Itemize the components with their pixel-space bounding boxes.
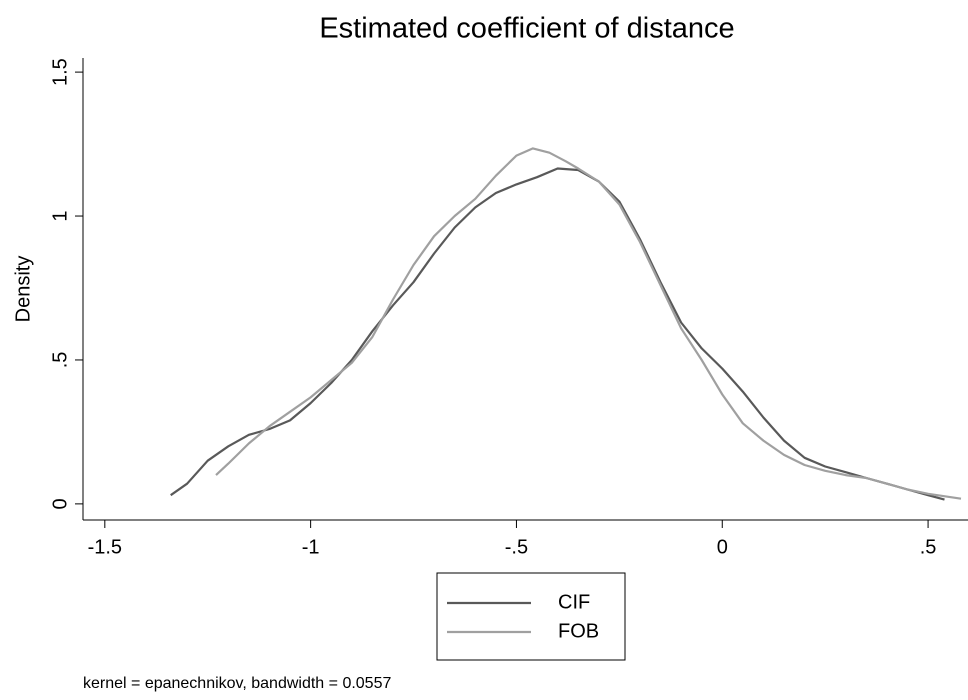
legend-label: CIF: [558, 591, 590, 613]
x-tick-label: -1.5: [88, 536, 122, 558]
legend-box: [436, 572, 626, 661]
legend-label: FOB: [558, 620, 599, 642]
y-tick-label: 1: [49, 210, 71, 221]
line-series: [215, 147, 962, 500]
y-tick-label: 0: [49, 498, 71, 509]
y-tick-label: .5: [49, 352, 71, 369]
x-tick-label: .5: [920, 536, 937, 558]
x-tick-label: -1: [302, 536, 320, 558]
x-tick-label: 0: [717, 536, 728, 558]
note: kernel = epanechnikov, bandwidth = 0.055…: [83, 675, 391, 692]
x-tick-label: -.5: [505, 536, 528, 558]
y-tick-label: 1.5: [49, 58, 71, 86]
line-series: [170, 167, 945, 501]
chart-title: Estimated coefficient of distance: [319, 13, 734, 45]
y-axis-label: Density: [12, 256, 34, 323]
